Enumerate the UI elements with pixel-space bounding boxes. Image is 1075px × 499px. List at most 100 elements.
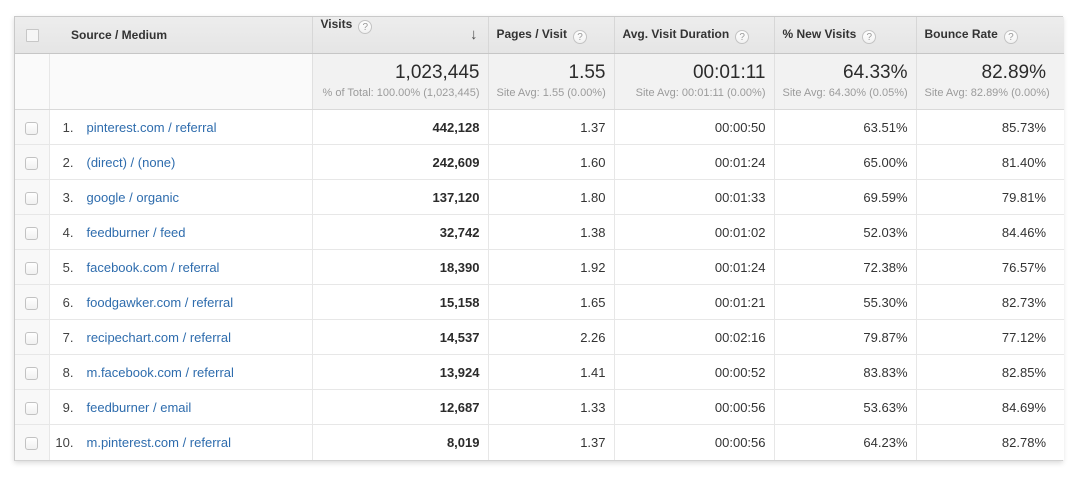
new-visits-cell: 69.59% (773, 179, 916, 215)
table-row: 8. m.facebook.com / referral 13,924 1.41 … (15, 354, 1064, 390)
summary-duration-value: 00:01:11 (692, 62, 766, 83)
avg-visit-duration-cell: 00:01:02 (613, 214, 774, 250)
new-visits-cell: 64.23% (773, 424, 916, 460)
source-cell: 1. pinterest.com / referral (49, 109, 312, 145)
row-checkbox-cell (15, 249, 50, 285)
table-body: 1. pinterest.com / referral 442,128 1.37 … (15, 109, 1064, 460)
source-cell: 10. m.pinterest.com / referral (49, 424, 312, 460)
new-visits-cell: 55.30% (773, 284, 916, 320)
row-rank: 6. (62, 294, 74, 310)
row-checkbox[interactable] (25, 261, 39, 275)
summary-section: 1,023,445 % of Total: 100.00% (1,023,445… (15, 53, 1064, 110)
source-medium-link[interactable]: pinterest.com / referral (86, 119, 217, 135)
column-header-source-medium[interactable]: Source / Medium (49, 17, 312, 54)
row-checkbox[interactable] (25, 191, 39, 205)
source-medium-link[interactable]: (direct) / (none) (86, 154, 176, 170)
row-checkbox-cell (15, 214, 50, 250)
row-checkbox[interactable] (25, 366, 39, 380)
summary-checkbox-cell (15, 53, 49, 110)
bounce-rate-cell: 79.81% (915, 179, 1064, 215)
row-checkbox-cell (15, 144, 50, 180)
select-all-checkbox[interactable] (25, 29, 39, 43)
row-checkbox[interactable] (25, 226, 39, 240)
new-visits-cell: 52.03% (773, 214, 916, 250)
summary-new-visits-cell: 64.33% Site Avg: 64.30% (0.05%) (773, 53, 916, 110)
avg-visit-duration-cell: 00:00:52 (613, 354, 774, 390)
source-cell: 5. facebook.com / referral (49, 249, 312, 285)
visits-cell: 8,019 (311, 424, 488, 460)
help-icon[interactable]: ? (572, 29, 587, 44)
column-header-bounce-rate[interactable]: Bounce Rate? (915, 17, 1064, 54)
bounce-rate-cell: 84.46% (915, 214, 1064, 250)
summary-bounce-cell: 82.89% Site Avg: 82.89% (0.00%) (915, 53, 1064, 110)
source-medium-link[interactable]: feedburner / feed (86, 224, 186, 240)
summary-pages-cell: 1.55 Site Avg: 1.55 (0.00%) (487, 53, 614, 110)
visits-cell: 32,742 (311, 214, 488, 250)
pages-per-visit-cell: 1.92 (487, 249, 614, 285)
table-row: 10. m.pinterest.com / referral 8,019 1.37… (15, 424, 1064, 460)
row-checkbox[interactable] (25, 121, 39, 135)
source-medium-link[interactable]: facebook.com / referral (86, 259, 220, 275)
bounce-rate-cell: 81.40% (915, 144, 1064, 180)
pages-per-visit-cell: 1.38 (487, 214, 614, 250)
bounce-rate-cell: 84.69% (915, 389, 1064, 425)
column-header-source-medium-label: Source / Medium (71, 28, 168, 42)
column-header-avg-visit-duration[interactable]: Avg. Visit Duration? (613, 17, 774, 54)
summary-visits-value: 1,023,445 (394, 62, 480, 83)
source-medium-table: Source / Medium Visits? ↓ Pages / Visit?… (15, 17, 1064, 460)
avg-visit-duration-cell: 00:01:24 (613, 144, 774, 180)
help-icon[interactable]: ? (358, 20, 373, 34)
help-icon[interactable]: ? (735, 29, 750, 44)
source-medium-link[interactable]: m.pinterest.com / referral (86, 434, 232, 450)
column-header-pages-per-visit[interactable]: Pages / Visit? (487, 17, 614, 54)
pages-per-visit-cell: 1.80 (487, 179, 614, 215)
bounce-rate-cell: 76.57% (915, 249, 1064, 285)
pages-per-visit-cell: 2.26 (487, 319, 614, 355)
source-medium-link[interactable]: recipechart.com / referral (86, 329, 232, 345)
row-rank: 9. (62, 399, 74, 415)
row-checkbox-cell (15, 354, 50, 390)
row-checkbox[interactable] (25, 296, 39, 310)
bounce-rate-cell: 82.78% (915, 424, 1064, 460)
avg-visit-duration-cell: 00:00:56 (613, 424, 774, 460)
pages-per-visit-cell: 1.33 (487, 389, 614, 425)
source-medium-link[interactable]: google / organic (86, 189, 180, 205)
select-all-header-cell (15, 17, 49, 54)
source-medium-link[interactable]: m.facebook.com / referral (86, 364, 234, 380)
pages-per-visit-cell: 1.41 (487, 354, 614, 390)
table-row: 3. google / organic 137,120 1.80 00:01:33… (15, 179, 1064, 215)
pages-per-visit-cell: 1.37 (487, 109, 614, 145)
column-header-visits-label: Visits (320, 17, 353, 31)
table-header: Source / Medium Visits? ↓ Pages / Visit?… (15, 17, 1064, 54)
row-checkbox[interactable] (25, 156, 39, 170)
help-icon[interactable]: ? (862, 29, 877, 44)
row-checkbox[interactable] (25, 436, 39, 450)
visits-cell: 12,687 (311, 389, 488, 425)
row-checkbox[interactable] (25, 401, 39, 415)
row-rank: 4. (62, 224, 74, 240)
source-cell: 7. recipechart.com / referral (49, 319, 312, 355)
source-medium-link[interactable]: foodgawker.com / referral (86, 294, 234, 310)
visits-cell: 18,390 (311, 249, 488, 285)
summary-row: 1,023,445 % of Total: 100.00% (1,023,445… (15, 53, 1064, 110)
row-rank: 10. (55, 434, 74, 450)
source-medium-link[interactable]: feedburner / email (86, 399, 192, 415)
table-row: 7. recipechart.com / referral 14,537 2.26… (15, 319, 1064, 355)
new-visits-cell: 83.83% (773, 354, 916, 390)
table-row: 4. feedburner / feed 32,742 1.38 00:01:02… (15, 214, 1064, 250)
summary-new-visits-value: 64.33% (843, 62, 908, 83)
summary-duration-cell: 00:01:11 Site Avg: 00:01:11 (0.00%) (613, 53, 774, 110)
avg-visit-duration-cell: 00:00:50 (613, 109, 774, 145)
help-icon[interactable]: ? (1003, 29, 1018, 44)
row-checkbox-cell (15, 389, 50, 425)
source-cell: 4. feedburner / feed (49, 214, 312, 250)
summary-pages-value: 1.55 (568, 62, 606, 83)
column-header-visits[interactable]: Visits? ↓ (311, 17, 488, 54)
row-rank: 2. (62, 154, 74, 170)
new-visits-cell: 72.38% (773, 249, 916, 285)
row-checkbox[interactable] (25, 331, 39, 345)
avg-visit-duration-cell: 00:01:21 (613, 284, 774, 320)
table-row: 2. (direct) / (none) 242,609 1.60 00:01:2… (15, 144, 1064, 180)
sort-descending-icon[interactable]: ↓ (470, 26, 478, 43)
column-header-new-visits[interactable]: % New Visits? (773, 17, 916, 54)
